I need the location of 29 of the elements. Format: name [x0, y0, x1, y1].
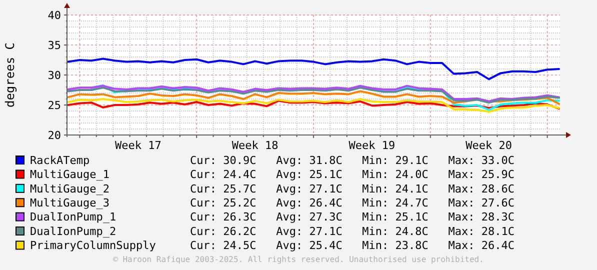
legend-label: RackATemp [30, 154, 90, 167]
y-tick-label: 30 [48, 68, 61, 82]
legend-label: MultiGauge_1 [30, 168, 110, 182]
line-series [67, 58, 560, 80]
y-tick-label: 35 [48, 38, 61, 52]
legend-label: PrimaryColumnSupply [30, 239, 156, 252]
text: Cur: 26.3C Avg: 27.3C Min: 25.1C Max: 28.3C [190, 210, 515, 224]
y-axis-title: degrees C [3, 42, 17, 108]
text: Cur: 25.7C Avg: 27.1C Min: 24.1C Max: 28.6C [190, 182, 515, 196]
legend-label: DualIonPump_2 [30, 224, 116, 238]
text: Cur: 30.9C Avg: 31.8C Min: 29.1C Max: 33.0C [190, 154, 515, 167]
y-tick-label: 25 [48, 98, 61, 112]
text: © Haroon Rafique 2003-2025. All rights reserved. Unauthorised use prohibited. [113, 254, 484, 264]
line-series [67, 100, 560, 110]
x-tick-label: Week 17 [114, 139, 162, 152]
text: Cur: 24.4C Avg: 25.1C Min: 24.0C Max: 25.9C [190, 168, 515, 182]
text: Cur: 24.5C Avg: 25.4C Min: 23.8C Max: 26.4C [190, 239, 515, 252]
text: Cur: 25.2C Avg: 26.4C Min: 24.7C Max: 27.6C [190, 196, 515, 210]
legend-label: MultiGauge_3 [30, 196, 110, 210]
y-tick-label: 40 [48, 8, 61, 22]
legend-label: DualIonPump_1 [30, 210, 116, 224]
line-series [67, 98, 560, 113]
x-tick-label: Week 20 [466, 139, 512, 152]
line-series [67, 90, 560, 105]
x-tick-label: Week 18 [232, 139, 278, 152]
legend-label: MultiGauge_2 [30, 182, 110, 196]
x-tick-label: Week 19 [348, 139, 396, 152]
text: Cur: 26.2C Avg: 27.1C Min: 24.8C Max: 28.1C [190, 224, 515, 238]
y-tick-label: 20 [48, 128, 61, 142]
